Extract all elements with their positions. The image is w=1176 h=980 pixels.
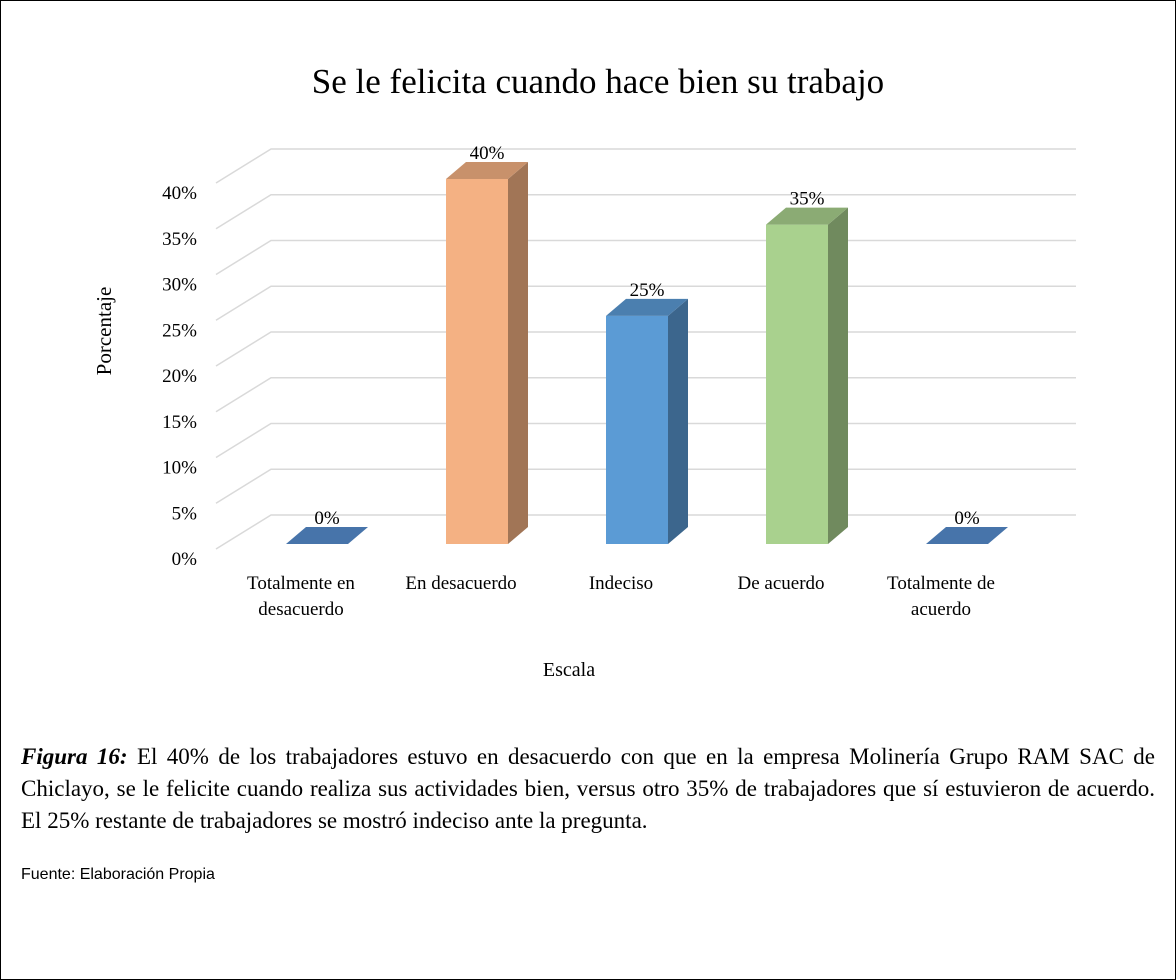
x-tick-label: De acuerdo — [737, 573, 825, 594]
caption-label: Figura 16: — [21, 744, 128, 769]
bar-top — [446, 162, 528, 179]
y-tick-label: 35% — [162, 229, 197, 250]
bar-side — [668, 298, 688, 544]
value-label: 40% — [470, 143, 505, 164]
value-label: 35% — [790, 189, 825, 210]
grid-line — [215, 148, 1076, 184]
bar-top — [766, 207, 848, 225]
y-tick-label: 20% — [162, 366, 197, 387]
value-label: 0% — [954, 508, 980, 529]
bar — [446, 179, 508, 544]
caption-text: El 40% de los trabajadores estuvo en des… — [21, 744, 1156, 833]
bar-top — [926, 527, 1008, 544]
x-tick-label: Indeciso — [588, 573, 654, 594]
chart: Se le felicita cuando hace bien su traba… — [92, 62, 1076, 681]
x-tick-label: En desacuerdo — [405, 573, 517, 594]
y-tick-label: 0% — [172, 549, 198, 570]
value-label: 25% — [630, 280, 665, 301]
y-tick-label: 10% — [162, 458, 197, 479]
x-tick-label: Totalmente en desacuerdo — [247, 573, 355, 620]
x-axis-title: Escala — [543, 659, 595, 681]
bar-side — [828, 207, 848, 544]
grid-line — [215, 194, 1076, 230]
chart-title: Se le felicita cuando hace bien su traba… — [312, 62, 884, 101]
y-tick-label: 15% — [162, 412, 197, 433]
x-tick-label: Totalmente de acuerdo — [887, 573, 995, 620]
value-label: 0% — [314, 508, 340, 529]
bar-side — [508, 162, 528, 544]
bar — [766, 224, 828, 544]
bar — [606, 315, 668, 544]
bar-top — [606, 298, 688, 316]
grid-line — [215, 239, 1076, 276]
y-axis-title: Porcentaje — [92, 287, 116, 376]
caption: Figura 16: El 40% de los trabajadores es… — [21, 741, 1155, 837]
y-tick-label: 5% — [172, 503, 198, 524]
y-tick-label: 40% — [162, 183, 197, 204]
bar-top — [286, 527, 368, 544]
y-tick-label: 25% — [162, 320, 197, 341]
source: Fuente: Elaboración Propia — [21, 866, 215, 883]
y-tick-label: 30% — [162, 275, 197, 296]
